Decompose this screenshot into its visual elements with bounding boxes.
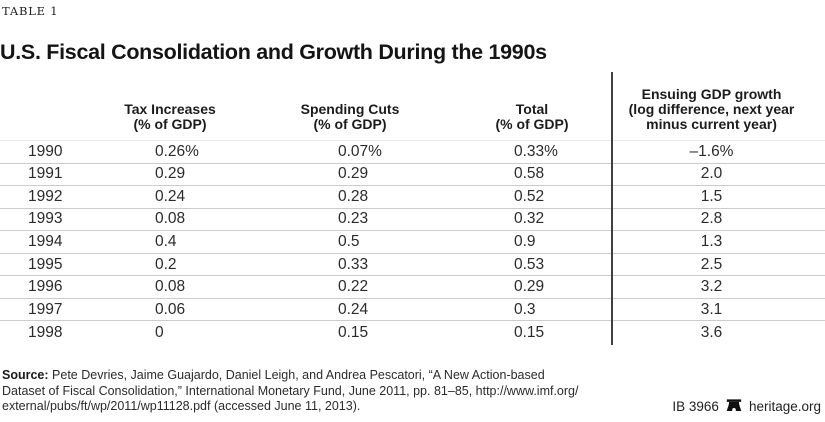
heritage-url: heritage.org: [748, 398, 821, 414]
source-text-line: external/pubs/ft/wp/2011/wp11128.pdf (ac…: [2, 399, 361, 413]
gdp-growth-cell: 1.5: [700, 187, 723, 205]
tax-increases-cell: 0.29: [155, 165, 186, 183]
total-cell: 0.9: [514, 232, 536, 250]
column-header-line: Total: [515, 101, 549, 117]
year-cell: 1991: [28, 165, 63, 183]
source-label: Source:: [2, 368, 49, 382]
table-row: 1996 0.08 0.22 0.29 3.2: [0, 276, 825, 299]
year-cell: 1997: [28, 300, 63, 318]
column-header-tax-increases: Tax Increases (% of GDP): [100, 102, 240, 132]
column-header-total: Total (% of GDP): [440, 102, 612, 132]
total-cell: 0.33%: [514, 142, 558, 160]
source-text-line: Pete Devries, Jaime Guajardo, Daniel Lei…: [52, 368, 545, 382]
tax-increases-cell: 0.2: [155, 255, 177, 273]
column-header-spending-cuts: Spending Cuts (% of GDP): [240, 102, 440, 132]
heritage-bell-icon: [726, 399, 742, 413]
column-header-line: (% of GDP): [133, 116, 207, 132]
page-title: U.S. Fiscal Consolidation and Growth Dur…: [0, 40, 547, 65]
year-cell: 1998: [28, 323, 63, 341]
column-header-line: Tax Increases: [124, 101, 216, 117]
total-cell: 0.29: [514, 278, 545, 296]
column-header-line: (% of GDP): [495, 116, 569, 132]
column-header-gdp-growth: Ensuing GDP growth (log difference, next…: [612, 87, 825, 132]
tax-increases-cell: 0.08: [155, 278, 186, 296]
tax-increases-cell: 0.4: [155, 232, 177, 250]
spending-cuts-cell: 0.33: [338, 255, 369, 273]
table-row: 1995 0.2 0.33 0.53 2.5: [0, 254, 825, 277]
footer-right: IB 3966 heritage.org: [672, 399, 821, 415]
gdp-growth-cell: 3.6: [700, 323, 723, 341]
source-note: Source: Pete Devries, Jaime Guajardo, Da…: [2, 368, 578, 415]
source-text-line: Dataset of Fiscal Consolidation,” Intern…: [2, 383, 579, 398]
gdp-growth-cell: 3.2: [700, 278, 723, 296]
total-cell: 0.53: [514, 255, 545, 273]
spending-cuts-cell: 0.29: [338, 165, 369, 183]
gdp-column-divider: [611, 72, 613, 345]
spending-cuts-cell: 0.15: [338, 323, 369, 341]
year-cell: 1996: [28, 278, 63, 296]
spending-cuts-cell: 0.28: [338, 187, 369, 205]
table-row: 1992 0.24 0.28 0.52 1.5: [0, 186, 825, 209]
table-row: 1993 0.08 0.23 0.32 2.8: [0, 209, 825, 232]
total-cell: 0.58: [514, 165, 545, 183]
table-row: 1990 0.26% 0.07% 0.33% –1.6%: [0, 141, 825, 164]
spending-cuts-cell: 0.22: [338, 278, 369, 296]
table-row: 1991 0.29 0.29 0.58 2.0: [0, 164, 825, 187]
gdp-growth-cell: 1.3: [700, 232, 723, 250]
gdp-growth-cell: 2.8: [700, 210, 723, 228]
spending-cuts-cell: 0.23: [338, 210, 369, 228]
table-row: 1994 0.4 0.5 0.9 1.3: [0, 231, 825, 254]
column-header-line: (% of GDP): [313, 116, 387, 132]
column-header-line: Ensuing GDP growth: [641, 86, 782, 102]
year-cell: 1993: [28, 210, 63, 228]
tax-increases-cell: 0.26%: [155, 142, 199, 160]
spending-cuts-cell: 0.07%: [338, 142, 382, 160]
gdp-growth-cell: 2.5: [700, 255, 723, 273]
column-header-line: minus current year): [646, 116, 777, 132]
footer: Source: Pete Devries, Jaime Guajardo, Da…: [2, 368, 821, 415]
column-header-line: (log difference, next year: [628, 101, 795, 117]
doc-id: IB 3966: [672, 398, 719, 414]
year-cell: 1995: [28, 255, 63, 273]
table-row: 1998 0 0.15 0.15 3.6: [0, 321, 825, 344]
total-cell: 0.3: [514, 300, 536, 318]
year-cell: 1990: [28, 142, 63, 160]
table-header-row: Tax Increases (% of GDP) Spending Cuts (…: [0, 60, 825, 140]
table-body: 1990 0.26% 0.07% 0.33% –1.6% 1991 0.29 0…: [0, 140, 825, 344]
year-cell: 1992: [28, 187, 63, 205]
column-header-line: Spending Cuts: [300, 101, 400, 117]
tax-increases-cell: 0.06: [155, 300, 186, 318]
spending-cuts-cell: 0.24: [338, 300, 369, 318]
table-label: TABLE 1: [2, 4, 59, 18]
spending-cuts-cell: 0.5: [338, 232, 360, 250]
total-cell: 0.32: [514, 210, 545, 228]
tax-increases-cell: 0.08: [155, 210, 186, 228]
total-cell: 0.52: [514, 187, 545, 205]
table-row: 1997 0.06 0.24 0.3 3.1: [0, 299, 825, 322]
total-cell: 0.15: [514, 323, 545, 341]
year-cell: 1994: [28, 232, 63, 250]
gdp-growth-cell: 2.0: [700, 165, 723, 183]
fiscal-consolidation-table: Tax Increases (% of GDP) Spending Cuts (…: [0, 60, 825, 345]
gdp-growth-cell: 3.1: [700, 300, 723, 318]
gdp-growth-cell: –1.6%: [689, 142, 734, 160]
tax-increases-cell: 0.24: [155, 187, 186, 205]
tax-increases-cell: 0: [155, 323, 164, 341]
